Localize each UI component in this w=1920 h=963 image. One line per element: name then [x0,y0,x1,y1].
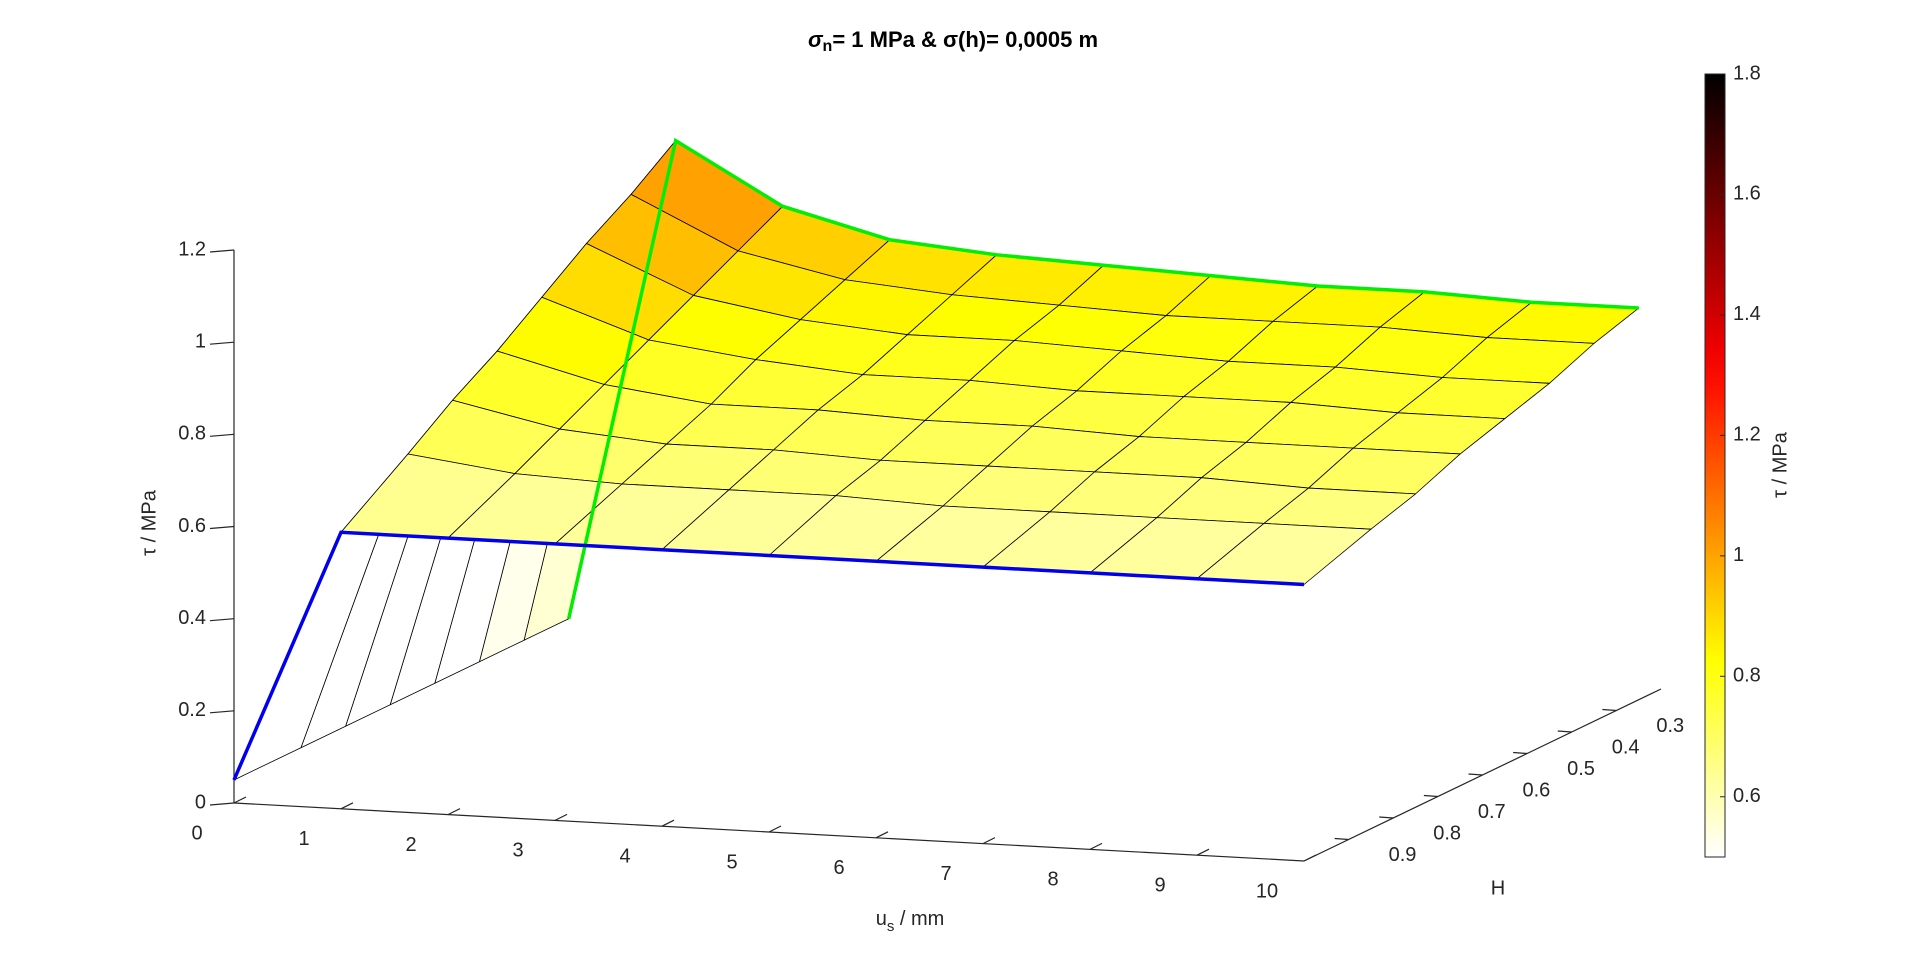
x-label-symbol: u [876,908,887,930]
y-tick-label: 0.3 [1656,715,1684,737]
z-tick-label: 1.2 [178,238,206,260]
x-tick-label: 4 [619,845,630,867]
x-tick-label: 0 [191,822,202,844]
x-tick-label: 9 [1154,874,1165,896]
y-tick-label: 0.6 [1523,779,1551,801]
z-tick [209,525,235,530]
title-subscript: n [823,38,833,55]
x-tick-label: 5 [726,851,737,873]
chart-title: σn= 1 MPa & σ(h)= 0,0005 m [808,27,1098,55]
x-tick [982,837,996,845]
x-tick-label: 10 [1256,880,1278,902]
colorbar [1704,73,1726,858]
y-tick [1602,708,1617,712]
x-axis-label: us / mm [876,908,945,935]
colorbar-tick-label: 0.6 [1733,785,1761,807]
x-label-rest: / mm [894,908,944,930]
x-tick-label: 6 [833,857,844,879]
z-tick-label: 0.2 [178,699,206,721]
y-tick-label: 0.7 [1478,801,1506,823]
z-tick [209,341,235,345]
colorbar-tick-label: 1.6 [1733,183,1761,205]
x-tick [1089,842,1103,850]
y-tick [1423,794,1438,798]
z-tick-label: 1 [195,330,206,352]
y-tick-label: 0.8 [1433,822,1461,844]
x-tick [554,813,568,821]
x-tick [661,819,675,827]
title-rest: = 1 MPa & σ(h)= 0,0005 m [832,27,1098,52]
z-tick [209,618,235,622]
colorbar-label: τ / MPa [1769,431,1791,498]
z-axis-label: τ / MPa [138,489,160,556]
y-tick [1379,816,1394,819]
colorbar-tick-label: 1.2 [1733,424,1761,446]
z-tick [209,802,235,806]
x-tick-label: 8 [1047,869,1058,891]
y-tick-label: 0.9 [1389,844,1417,866]
x-tick-label: 7 [940,863,951,885]
colorbar-tick-label: 1 [1733,544,1744,566]
x-tick [340,802,354,810]
y-axis-label: H [1491,877,1505,899]
z-tick-label: 0.8 [178,423,206,445]
back-edge [566,137,1639,620]
front-edge [232,530,1305,781]
x-tick [768,825,782,833]
x-tick-label: 1 [298,828,309,850]
x-tick-label: 2 [405,834,416,856]
z-tick [209,710,235,714]
title-symbol: σ [808,27,824,52]
z-tick-label: 0 [195,791,206,813]
y-tick-label: 0.4 [1612,736,1640,758]
z-tick [209,433,235,437]
z-tick [209,249,235,253]
x-tick [875,831,889,839]
x-tick [447,808,461,816]
colorbar-tick-label: 0.8 [1733,665,1761,687]
y-tick-label: 0.5 [1567,758,1595,780]
z-tick-label: 0.4 [178,607,206,629]
x-tick [1303,854,1317,862]
x-tick [1196,848,1210,856]
colorbar-tick-label: 1.8 [1733,62,1761,84]
colorbar-tick-label: 1.4 [1733,303,1761,325]
y-tick [1557,730,1572,733]
y-tick [1334,837,1349,841]
x-label-subscript: s [887,918,895,935]
z-tick-label: 0.6 [178,515,206,537]
y-tick [1468,773,1483,776]
x-tick-label: 3 [512,840,523,862]
x-tick [233,796,247,804]
y-tick [1513,751,1528,755]
